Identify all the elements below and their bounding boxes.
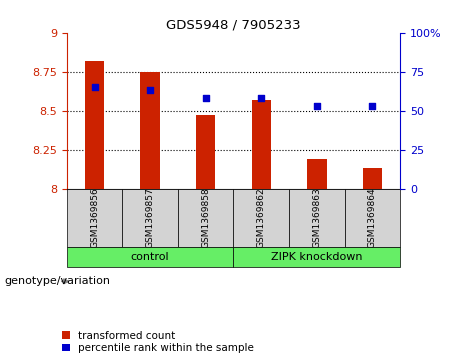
Bar — [344, 189, 400, 247]
Bar — [233, 247, 400, 267]
Bar — [252, 100, 271, 189]
Text: GSM1369864: GSM1369864 — [368, 187, 377, 248]
Legend: transformed count, percentile rank within the sample: transformed count, percentile rank withi… — [60, 330, 255, 354]
Text: GSM1369858: GSM1369858 — [201, 187, 210, 248]
Bar — [85, 61, 104, 189]
Point — [313, 103, 320, 109]
Bar — [196, 115, 215, 189]
Text: GSM1369863: GSM1369863 — [312, 187, 321, 248]
Point — [202, 95, 209, 101]
Text: GSM1369856: GSM1369856 — [90, 187, 99, 248]
Point — [369, 103, 376, 109]
Point — [91, 85, 98, 90]
Text: ZIPK knockdown: ZIPK knockdown — [271, 252, 362, 262]
Bar — [178, 189, 233, 247]
Text: control: control — [131, 252, 170, 262]
Bar — [122, 189, 178, 247]
Point — [258, 95, 265, 101]
Bar — [67, 247, 233, 267]
Bar — [289, 189, 344, 247]
Bar — [67, 189, 122, 247]
Point — [147, 87, 154, 93]
Text: GSM1369862: GSM1369862 — [257, 187, 266, 248]
Bar — [307, 159, 326, 189]
Text: GSM1369857: GSM1369857 — [146, 187, 155, 248]
Title: GDS5948 / 7905233: GDS5948 / 7905233 — [166, 19, 301, 32]
Bar — [363, 168, 382, 189]
Text: genotype/variation: genotype/variation — [5, 276, 111, 286]
Bar — [141, 72, 160, 189]
Bar — [233, 189, 289, 247]
